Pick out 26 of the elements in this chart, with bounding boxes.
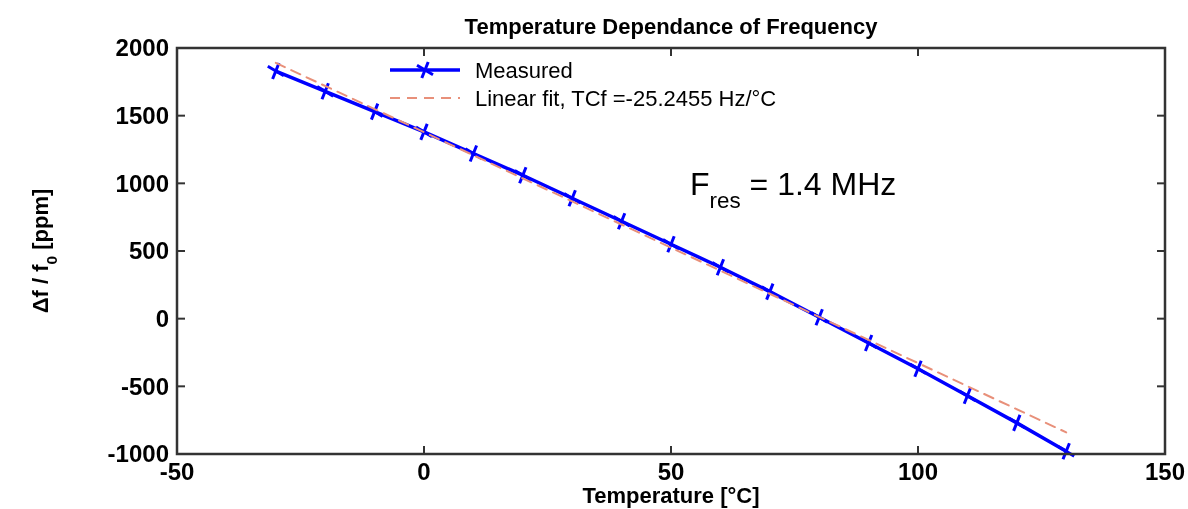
x-tick-label: 150 [1144, 458, 1186, 485]
point [957, 386, 977, 406]
point [266, 61, 286, 81]
x-tick-label: 50 [657, 458, 685, 485]
point [1007, 413, 1027, 433]
point [315, 81, 335, 101]
annotation: F$_{res}$ = 1.4 MHz [690, 166, 897, 213]
y-tick-label: 1500 [115, 102, 169, 130]
point [859, 333, 879, 353]
chart-title: Temperature Dependance of Frequency [464, 14, 879, 39]
point [1056, 441, 1076, 461]
y-tick-label: 500 [128, 237, 169, 265]
y-tick-label: 1000 [115, 169, 169, 197]
y-tick-label: 0 [155, 305, 169, 333]
y-tick-label: 2000 [115, 34, 169, 62]
x-tick-label: 100 [897, 458, 939, 485]
point [365, 102, 385, 122]
x-axis-title: Temperature [°C] [582, 483, 760, 508]
point [612, 211, 632, 231]
x-tick-label: 0 [417, 458, 431, 485]
legend-label: Linear fit, TCf =-25.2455 Hz/°C [475, 85, 777, 111]
point [908, 359, 928, 379]
point [710, 257, 730, 277]
point [513, 165, 533, 185]
legend-label: Measured [475, 57, 573, 83]
y-tick-label: -500 [120, 372, 169, 400]
